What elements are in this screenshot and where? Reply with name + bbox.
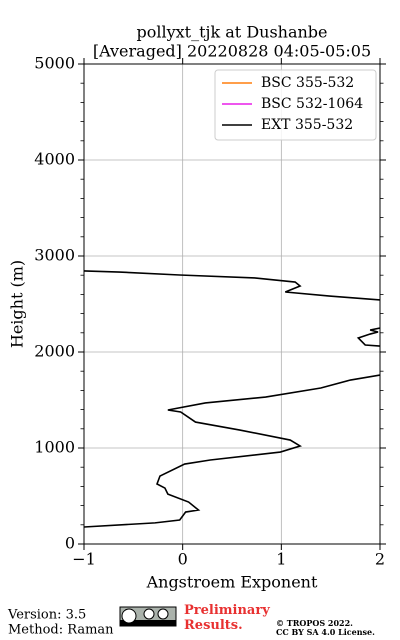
legend-box [214,69,377,141]
y-tick-label: 2000 [34,342,75,361]
x-axis-label: Angstroem Exponent [146,573,318,592]
x-tick-label: 2 [375,550,385,569]
legend-label: BSC 532-1064 [261,96,363,112]
version: Version: 3.5 [7,608,86,623]
y-tick-label: 0 [65,534,75,553]
x-tick-label: 1 [276,550,286,569]
x-tick-label: 0 [178,550,188,569]
method: Method: Raman [8,623,114,638]
cc-badge [119,606,177,627]
y-tick-label: 5000 [34,54,75,73]
chart-subtitle: [Averaged] 20220828 04:05-05:05 [93,42,371,61]
y-tick-label: 3000 [34,246,75,265]
y-tick-label: 4000 [34,150,75,169]
chart-title: pollyxt_tjk at Dushanbe [136,23,327,42]
profile-line [84,270,380,528]
preliminary-note: Preliminary Results. [184,603,270,633]
plot-frame [83,63,381,545]
legend-label: EXT 355-532 [261,117,353,133]
y-tick-label: 1000 [34,438,75,457]
x-tick-label: −1 [72,550,96,569]
license: CC BY SA 4.0 License. [276,627,375,637]
y-axis-label: Height (m) [8,260,27,348]
copyright: © TROPOS 2022. [276,618,353,628]
legend-label: BSC 355-532 [261,75,354,91]
